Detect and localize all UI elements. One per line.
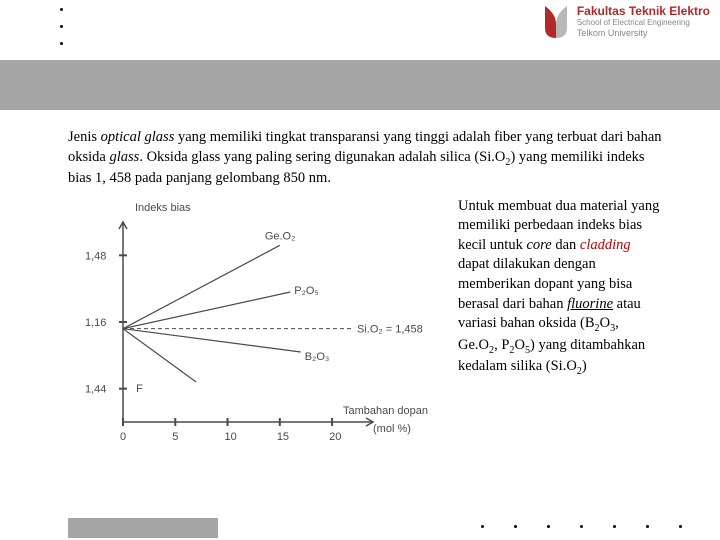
footer — [0, 508, 720, 538]
intro-paragraph: Jenis optical glass yang memiliki tingka… — [68, 128, 662, 189]
svg-text:1,16: 1,16 — [85, 317, 106, 329]
logo-icon — [541, 4, 571, 44]
svg-text:B₂O₃: B₂O₃ — [305, 351, 330, 363]
side-paragraph: Untuk membuat dua material yang memiliki… — [458, 197, 662, 467]
svg-text:(mol %): (mol %) — [373, 423, 411, 435]
bullet-dots-left — [60, 8, 63, 59]
footer-bar — [68, 518, 218, 538]
logo: Fakultas Teknik Elektro School of Electr… — [541, 4, 710, 44]
svg-text:15: 15 — [277, 431, 289, 443]
svg-text:Indeks bias: Indeks bias — [135, 202, 191, 214]
svg-text:Ge.O₂: Ge.O₂ — [265, 230, 296, 242]
header: Fakultas Teknik Elektro School of Electr… — [0, 0, 720, 60]
footer-dots — [481, 525, 682, 528]
refractive-index-chart: Indeks bias 1,44 1,16 1,48 0 5 10 15 20 Tambahan … — [68, 197, 448, 467]
content: Jenis optical glass yang memiliki tingka… — [0, 110, 720, 467]
svg-text:1,48: 1,48 — [85, 250, 106, 262]
svg-text:5: 5 — [172, 431, 178, 443]
svg-text:0: 0 — [120, 431, 126, 443]
logo-title: Fakultas Teknik Elektro — [577, 4, 710, 18]
logo-subtitle: School of Electrical Engineering — [577, 18, 710, 27]
svg-text:1,44: 1,44 — [85, 383, 106, 395]
title-bar — [0, 60, 720, 110]
logo-university: Telkom University — [577, 28, 710, 38]
svg-text:Tambahan dopan: Tambahan dopan — [343, 405, 428, 417]
svg-text:F: F — [136, 383, 143, 395]
svg-text:P₂O₅: P₂O₅ — [294, 285, 319, 297]
svg-text:Si.O₂ = 1,458: Si.O₂ = 1,458 — [357, 323, 423, 335]
svg-text:10: 10 — [225, 431, 237, 443]
svg-text:20: 20 — [329, 431, 341, 443]
